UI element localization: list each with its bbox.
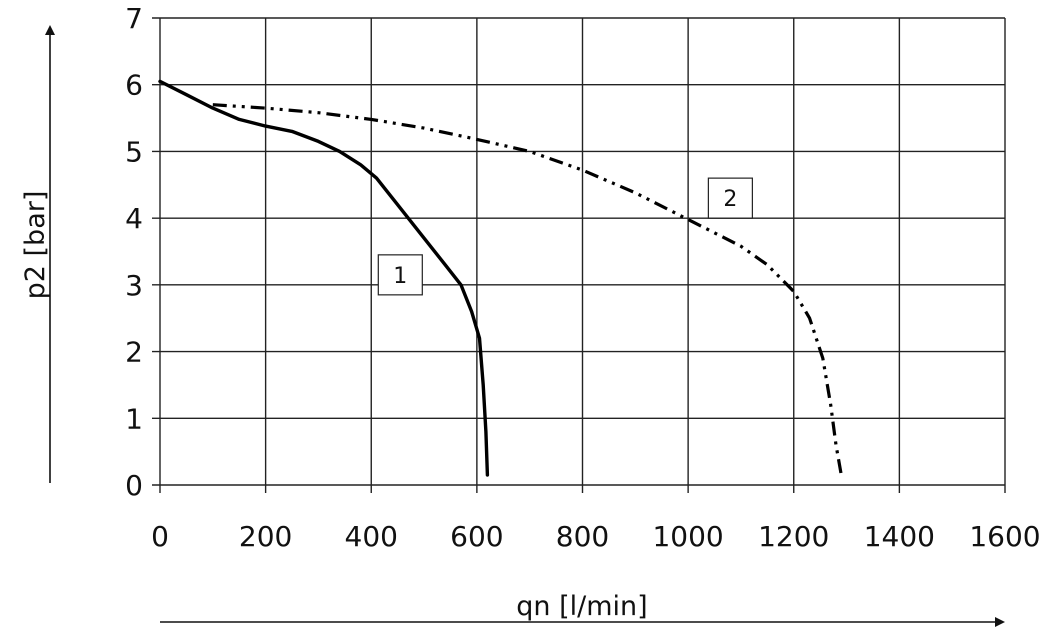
data-series bbox=[158, 79, 843, 477]
y-axis-title: p2 [bar] bbox=[20, 191, 51, 300]
x-tick-label: 0 bbox=[151, 520, 169, 553]
x-tick-label: 1600 bbox=[969, 520, 1040, 553]
x-tick-label: 800 bbox=[556, 520, 609, 553]
x-tick-label: 1200 bbox=[758, 520, 829, 553]
y-tick-label: 0 bbox=[125, 469, 143, 502]
y-tick-label: 2 bbox=[125, 336, 143, 369]
curve-label-box bbox=[707, 177, 753, 219]
x-tick-label: 400 bbox=[345, 520, 398, 553]
y-tick-label: 5 bbox=[125, 135, 143, 168]
y-tick-label: 1 bbox=[125, 402, 143, 435]
x-tick-label: 1400 bbox=[864, 520, 935, 553]
y-tick-label: 3 bbox=[125, 269, 143, 302]
x-axis-title: qn [l/min] bbox=[516, 591, 647, 622]
curve-label-text: 2 bbox=[723, 187, 737, 212]
series-1-line bbox=[158, 79, 490, 477]
curve-label-text: 1 bbox=[393, 264, 407, 289]
series-2-line bbox=[212, 103, 843, 476]
curve-label-box bbox=[377, 254, 423, 296]
grid bbox=[152, 17, 1006, 493]
y-tick-label: 4 bbox=[125, 202, 143, 235]
y-tick-label: 6 bbox=[125, 69, 143, 102]
x-tick-label: 600 bbox=[450, 520, 503, 553]
x-tick-label: 200 bbox=[239, 520, 292, 553]
curve-labels: 12 bbox=[377, 177, 753, 296]
y-tick-label: 7 bbox=[125, 2, 143, 35]
x-tick-label: 1000 bbox=[652, 520, 723, 553]
